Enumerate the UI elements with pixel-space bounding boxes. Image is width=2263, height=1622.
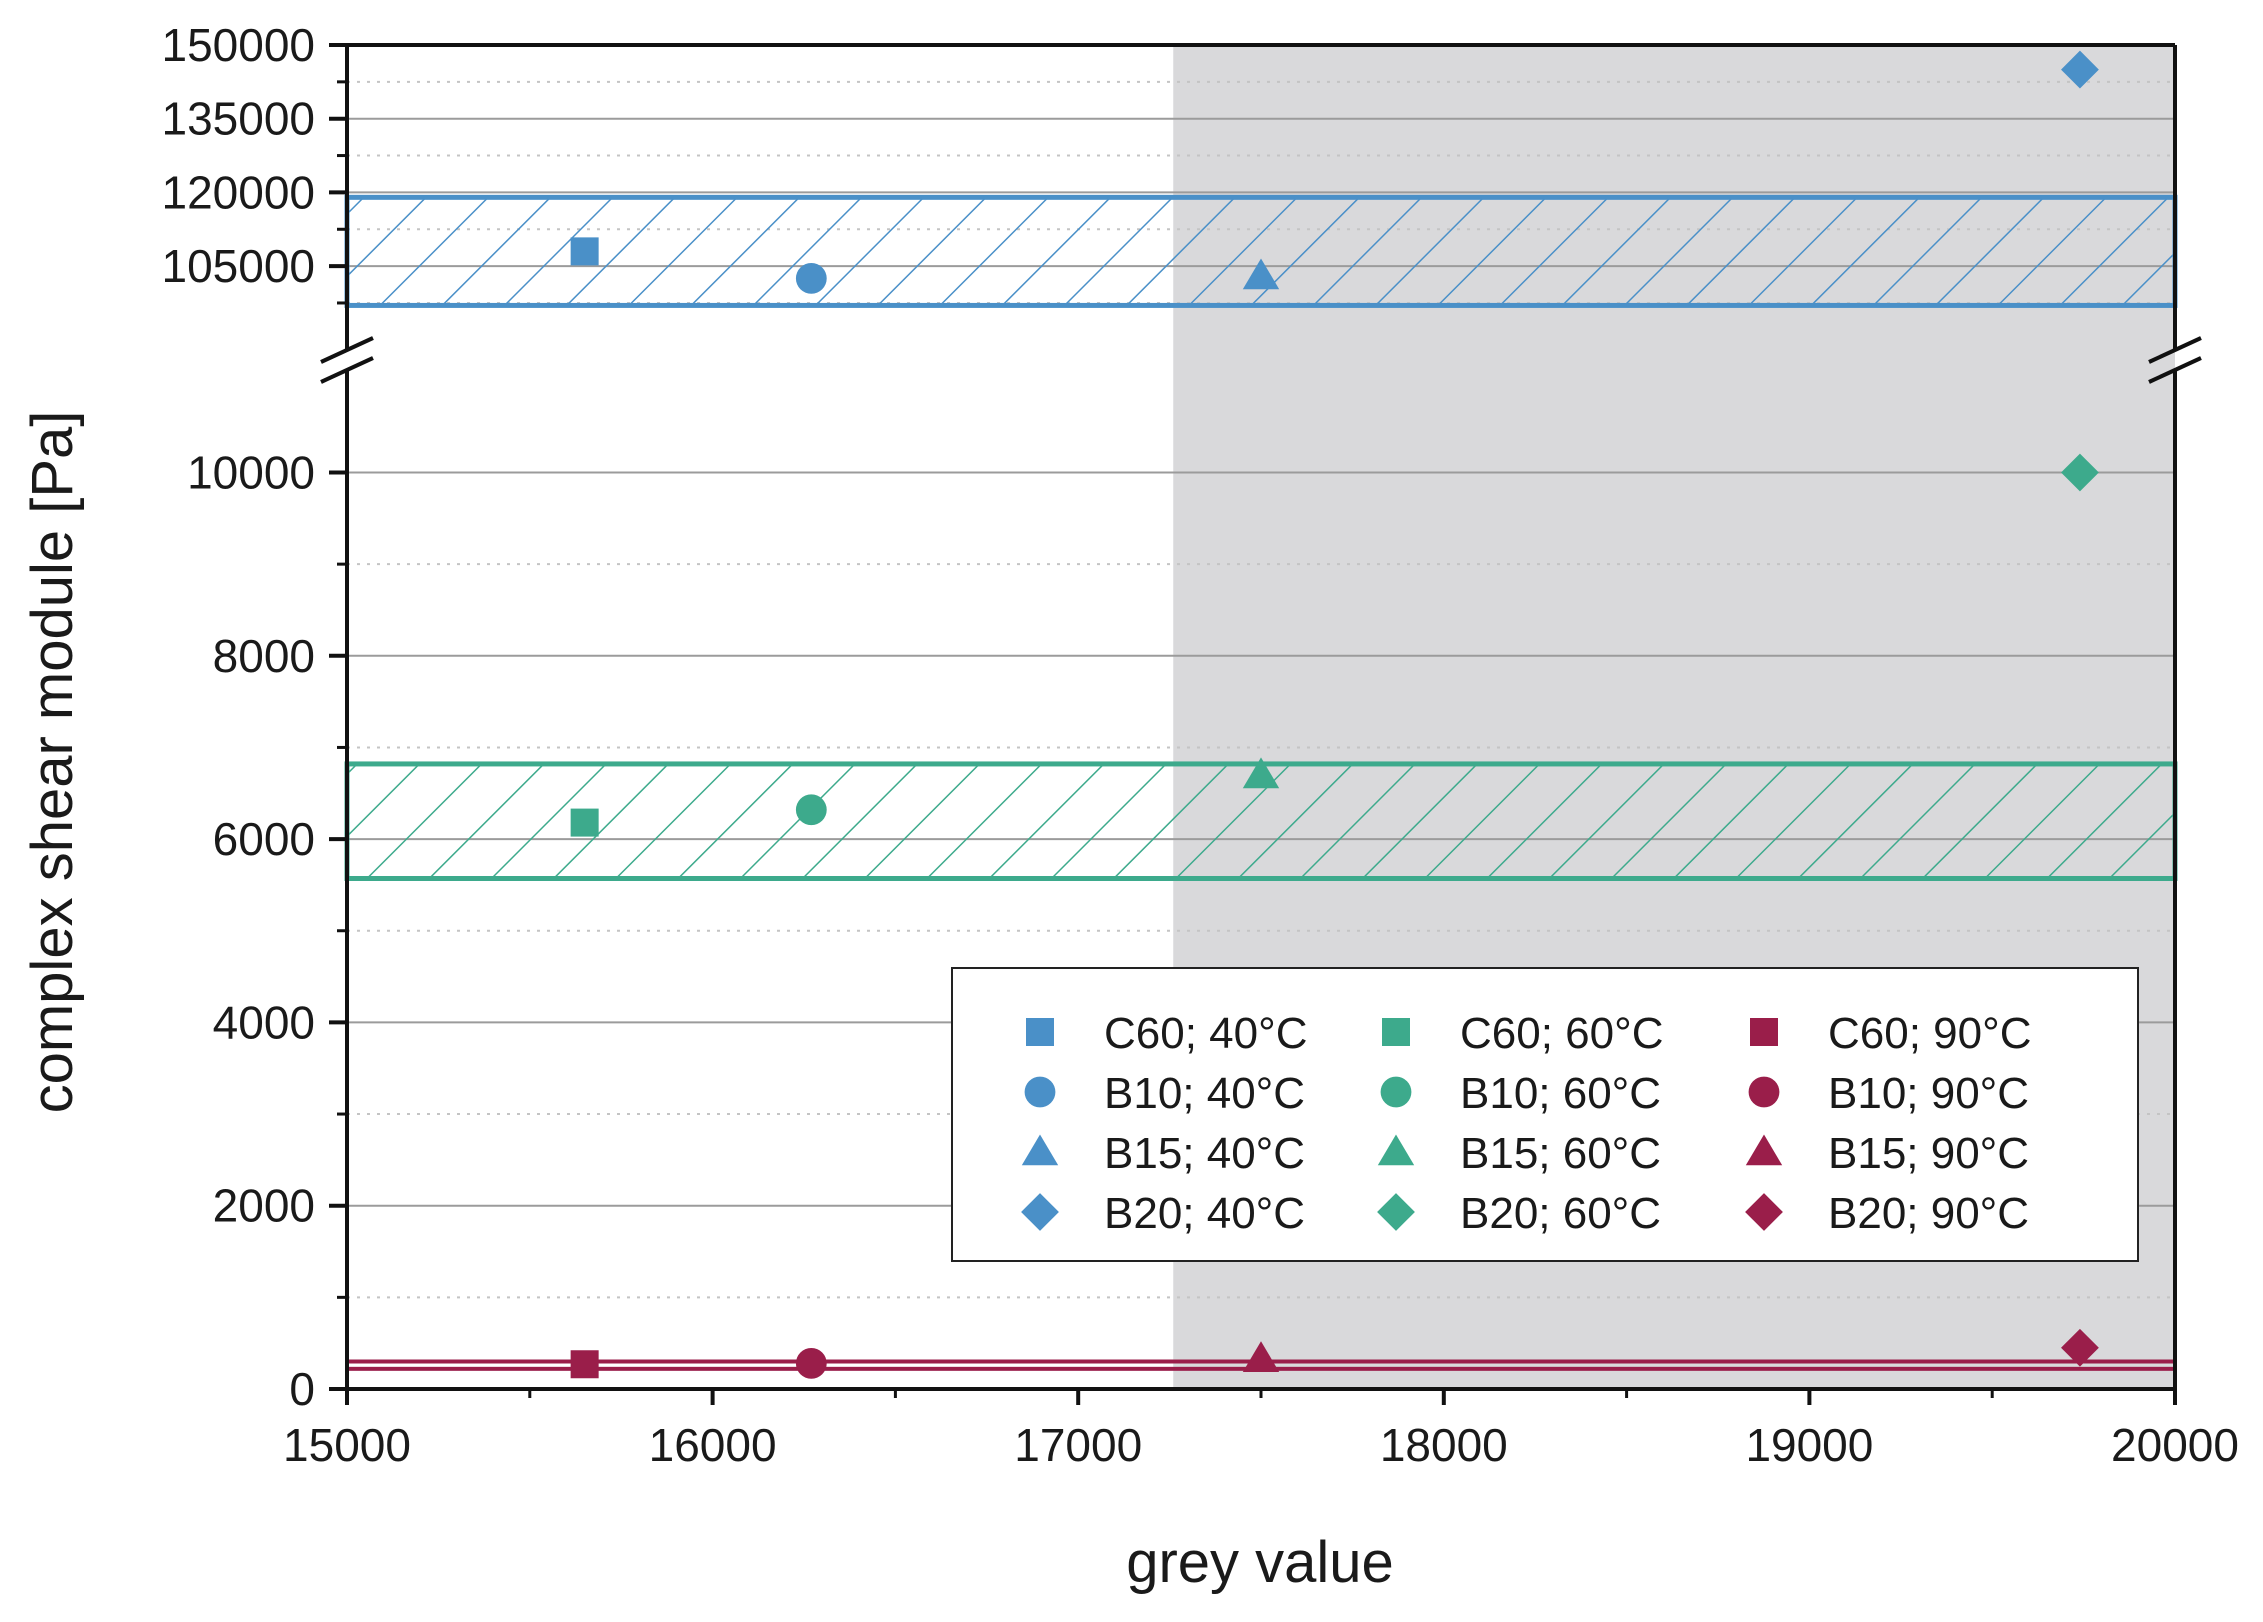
y-tick-label-4000: 4000 (213, 996, 315, 1048)
y-tick-label-8000: 8000 (213, 630, 315, 682)
legend-marker-b20-60-c (1377, 1193, 1415, 1231)
legend-label-b10-60-c: B10; 60°C (1460, 1069, 1661, 1118)
legend-label-b15-90-c: B15; 90°C (1828, 1129, 2029, 1178)
legend-marker-b10-40-c (1024, 1076, 1056, 1108)
point-c60-40-c (570, 237, 599, 266)
point-b10-40-c (795, 263, 827, 294)
x-tick-label-19000: 19000 (1745, 1419, 1873, 1471)
legend-box (951, 967, 2139, 1262)
legend-label-b10-40-c: B10; 40°C (1104, 1069, 1305, 1118)
legend-marker-c60-90-c (1750, 1018, 1778, 1046)
x-axis-title: grey value (1126, 1530, 1394, 1595)
y-tick-label-10000: 10000 (187, 446, 315, 498)
legend-label-b15-60-c: B15; 60°C (1460, 1129, 1661, 1178)
axes: 15000 16000 17000 18000 19000 20000 0 2000 4000 6… (162, 19, 2239, 1471)
x-tick-label-17000: 17000 (1014, 1419, 1142, 1471)
axis-break-mark-1-1 (2148, 356, 2202, 384)
x-tick-label-18000: 18000 (1380, 1419, 1508, 1471)
point-b20-90-c (2061, 1328, 2099, 1367)
legend-marker-b10-90-c (1748, 1076, 1780, 1108)
point-b10-90-c (795, 1347, 827, 1379)
point-c60-60-c (570, 808, 599, 837)
axis-break-mark-0-1 (320, 356, 374, 384)
legend-marker-b15-60-c (1377, 1134, 1415, 1166)
axis-break-mark-1-0 (2148, 336, 2202, 364)
legend-label-b20-90-c: B20; 90°C (1828, 1189, 2029, 1238)
y-tick-label-120000: 120000 (162, 166, 316, 218)
y-tick-label-2000: 2000 (213, 1180, 315, 1232)
point-b15-90-c (1242, 1341, 1280, 1373)
point-c60-90-c (570, 1350, 599, 1379)
legend-label-c60-40-c: C60; 40°C (1104, 1009, 1307, 1058)
x-tick-label-20000: 20000 (2111, 1419, 2239, 1471)
legend-label-b20-60-c: B20; 60°C (1460, 1189, 1661, 1238)
y-tick-label-150000: 150000 (162, 19, 316, 71)
legend: C60; 40°C B10; 40°C B15; 40°C B20; 40°C C60;… (951, 967, 2139, 1262)
legend-marker-b15-90-c (1745, 1134, 1783, 1166)
x-tick-label-16000: 16000 (649, 1419, 777, 1471)
x-tick-label-15000: 15000 (283, 1419, 411, 1471)
point-b20-40-c (2061, 50, 2099, 89)
legend-marker-b15-40-c (1021, 1134, 1059, 1166)
point-b20-60-c (2061, 453, 2099, 492)
legend-label-b20-40-c: B20; 40°C (1104, 1189, 1305, 1238)
legend-label-b10-90-c: B10; 90°C (1828, 1069, 2029, 1118)
axis-break-mark-0-0 (320, 336, 374, 364)
legend-marker-b10-60-c (1380, 1076, 1412, 1108)
legend-label-c60-90-c: C60; 90°C (1828, 1009, 2031, 1058)
point-b10-60-c (795, 794, 827, 826)
legend-marker-b20-40-c (1021, 1193, 1059, 1231)
y-axis-title: complex shear module [Pa] (20, 411, 85, 1114)
legend-marker-b20-90-c (1745, 1193, 1783, 1231)
y-tick-label-105000: 105000 (162, 240, 316, 292)
legend-marker-c60-60-c (1382, 1018, 1410, 1046)
point-b15-60-c (1242, 757, 1280, 789)
data-points (570, 50, 2099, 1379)
legend-label-b15-40-c: B15; 40°C (1104, 1129, 1305, 1178)
y-tick-label-6000: 6000 (213, 813, 315, 865)
y-tick-label-135000: 135000 (162, 93, 316, 145)
point-b15-40-c (1242, 258, 1280, 290)
legend-marker-c60-40-c (1026, 1018, 1054, 1046)
legend-label-c60-60-c: C60; 60°C (1460, 1009, 1663, 1058)
y-tick-label-0: 0 (289, 1363, 315, 1415)
